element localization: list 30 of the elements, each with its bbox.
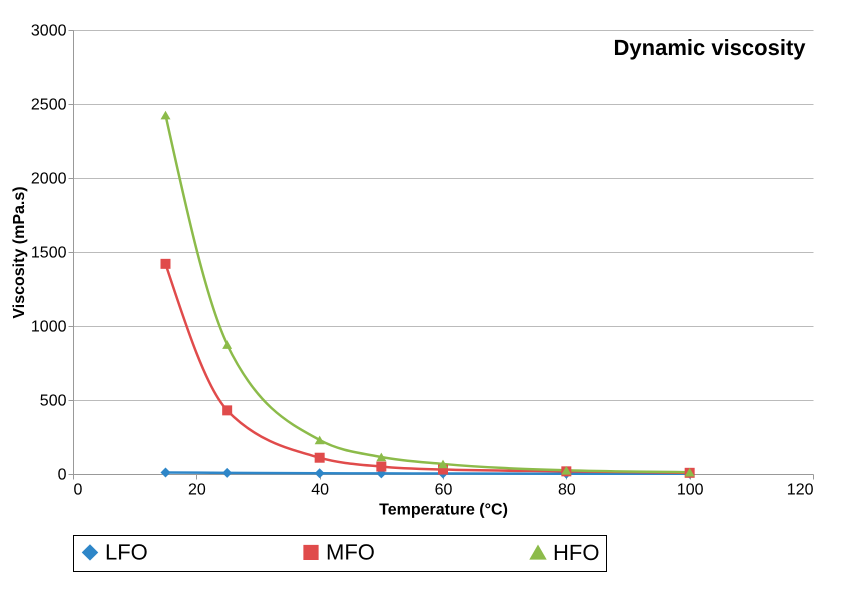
y-tick-label: 500 bbox=[40, 392, 67, 410]
legend-label: LFO bbox=[105, 539, 148, 564]
x-tick-label: 40 bbox=[311, 482, 330, 498]
point bbox=[160, 258, 170, 269]
y-tick-label: 1500 bbox=[30, 244, 67, 262]
legend-label: MFO bbox=[326, 539, 375, 564]
y-tick-label: 2000 bbox=[30, 170, 67, 188]
point bbox=[160, 468, 170, 478]
x-axis-title: Temperature (°C) bbox=[379, 502, 508, 518]
y-tick-label: 0 bbox=[58, 466, 67, 484]
x-tick-label: 120 bbox=[786, 482, 814, 498]
y-axis-title: Viscosity (mPa.s) bbox=[10, 186, 28, 319]
point bbox=[314, 468, 325, 478]
y-tick-label: 1000 bbox=[30, 318, 67, 336]
x-tick-label: 60 bbox=[434, 482, 452, 498]
point bbox=[376, 452, 386, 462]
point bbox=[314, 452, 325, 463]
x-tick-label: 100 bbox=[676, 482, 704, 498]
point bbox=[222, 468, 232, 478]
legend-label: HFO bbox=[553, 540, 600, 565]
point bbox=[376, 462, 386, 472]
point bbox=[314, 436, 325, 444]
y-tick-label: 2500 bbox=[30, 96, 67, 114]
y-tick-label: 3000 bbox=[30, 22, 67, 40]
point bbox=[222, 340, 232, 349]
chart-title: Dynamic viscosity bbox=[614, 35, 806, 60]
x-tick-label: 20 bbox=[188, 482, 206, 498]
point bbox=[222, 405, 232, 416]
x-tick-label: 0 bbox=[74, 482, 82, 498]
x-tick-label: 80 bbox=[558, 482, 576, 498]
